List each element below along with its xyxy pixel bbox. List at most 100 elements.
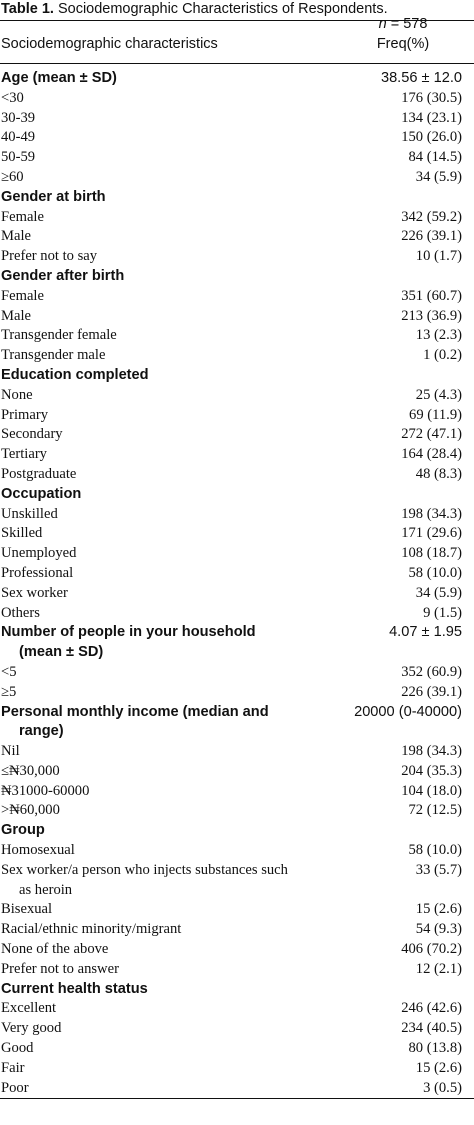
row-label: None — [0, 386, 346, 406]
row-label-text: Skilled — [1, 525, 43, 542]
row-value: 38.56 ± 12.0 — [380, 70, 462, 86]
row-label-text: Unemployed — [1, 545, 77, 562]
row-label-text: 40-49 — [1, 129, 36, 146]
row-label-text: 30-39 — [1, 109, 36, 126]
top-rule — [0, 20, 474, 21]
row-label-text: Education completed — [1, 366, 149, 383]
group-label: Personal monthly income (median and range… — [0, 703, 346, 743]
table-row: Good 80 (13.8) — [0, 1039, 474, 1059]
row-label: ≤₦30,000 — [0, 762, 346, 782]
row-label: Transgender female — [0, 326, 346, 346]
row-value: 171 (29.6) — [401, 525, 462, 542]
row-label-text: Professional — [1, 564, 74, 581]
row-label-text: >₦60,000 — [1, 802, 60, 819]
row-label-text: Unskilled — [1, 505, 58, 522]
row-value: 58 (10.0) — [408, 564, 462, 581]
row-label: 40-49 — [0, 128, 346, 148]
table-row: ≥60 34 (5.9) — [0, 168, 474, 188]
row-label: Prefer not to answer — [0, 960, 346, 980]
row-label: ₦31000-60000 — [0, 782, 346, 802]
row-label-text: Male — [1, 307, 31, 324]
row-label-text: Transgender female — [1, 327, 117, 344]
row-value: 108 (18.7) — [401, 545, 462, 562]
row-value: 33 (5.7) — [415, 861, 462, 878]
table-row: Primary 69 (11.9) — [0, 406, 474, 426]
table-row: Very good 234 (40.5) — [0, 1019, 474, 1039]
row-value: 15 (2.6) — [415, 1059, 462, 1076]
row-label-text: ≥5 — [1, 683, 17, 700]
row-label: Bisexual — [0, 900, 346, 920]
row-value: 351 (60.7) — [401, 287, 462, 304]
table-row: Secondary 272 (47.1) — [0, 425, 474, 445]
table-caption: Table 1. Sociodemographic Characteristic… — [0, 0, 474, 20]
table-row: Sex worker/a person who injects substanc… — [0, 861, 474, 901]
table-row: Male 226 (39.1) — [0, 227, 474, 247]
row-label-text: Prefer not to say — [1, 248, 98, 265]
table-row: Poor 3 (0.5) — [0, 1079, 474, 1099]
row-label: Female — [0, 208, 346, 228]
row-label: ≥60 — [0, 168, 346, 188]
row-value: 3 (0.5) — [423, 1079, 462, 1096]
row-value: 20000 (0-40000) — [354, 703, 462, 720]
table-row: Nil 198 (34.3) — [0, 742, 474, 762]
row-label-text: Tertiary — [1, 446, 47, 463]
row-label-text: Sex worker — [1, 584, 68, 601]
table-body: Age (mean ± SD) 38.56 ± 12.0 <30 176 (30.5)… — [0, 64, 474, 1098]
row-label-text: ≤₦30,000 — [1, 762, 60, 779]
row-value: 13 (2.3) — [415, 327, 462, 344]
row-label-text: Others — [1, 604, 40, 621]
row-value: 15 (2.6) — [415, 901, 462, 918]
row-label: Transgender male — [0, 346, 346, 366]
row-value: 246 (42.6) — [401, 1000, 462, 1017]
table-row: Transgender male 1 (0.2) — [0, 346, 474, 366]
row-value: 352 (60.9) — [401, 663, 462, 680]
table-row: 50-59 84 (14.5) — [0, 148, 474, 168]
row-label: Others — [0, 604, 346, 624]
group-header-row: Education completed — [0, 366, 474, 386]
row-value: 198 (34.3) — [401, 505, 462, 522]
row-label-text: Number of people in your household — [1, 624, 256, 641]
table-row: None 25 (4.3) — [0, 386, 474, 406]
row-label: Nil — [0, 742, 346, 762]
row-label-text: Primary — [1, 406, 49, 423]
table-row: Female 342 (59.2) — [0, 208, 474, 228]
row-label-continuation: (mean ± SD) — [19, 644, 104, 661]
table-row: ≥5 226 (39.1) — [0, 683, 474, 703]
group-label: Number of people in your household (mean … — [0, 623, 346, 663]
row-value: 406 (70.2) — [401, 941, 462, 958]
header-n: n = 578 — [378, 16, 428, 32]
row-value: 272 (47.1) — [401, 426, 462, 443]
row-label: ≥5 — [0, 683, 346, 703]
group-label: Occupation — [0, 485, 346, 505]
group-header-row: Age (mean ± SD) 38.56 ± 12.0 — [0, 69, 474, 89]
row-value: 176 (30.5) — [401, 89, 462, 106]
table-row: ≤₦30,000 204 (35.3) — [0, 762, 474, 782]
row-label: 30-39 — [0, 109, 346, 129]
row-value: 34 (5.9) — [415, 168, 462, 185]
group-label: Education completed — [0, 366, 346, 386]
row-label-text: Homosexual — [1, 842, 75, 859]
row-label: Male — [0, 227, 346, 247]
table-row: Unskilled 198 (34.3) — [0, 505, 474, 525]
group-header-row: Number of people in your household (mean … — [0, 623, 474, 663]
row-label-text: Excellent — [1, 1000, 57, 1017]
row-label-text: Female — [1, 208, 44, 225]
row-label-text: Very good — [1, 1020, 62, 1037]
row-label: <30 — [0, 89, 346, 109]
table-row: Skilled 171 (29.6) — [0, 524, 474, 544]
table-header: Sociodemographic characteristics n = 578… — [0, 16, 474, 63]
group-label: Current health status — [0, 980, 346, 1000]
table-container: Table 1. Sociodemographic Characteristic… — [0, 0, 474, 1100]
table-row: Unemployed 108 (18.7) — [0, 544, 474, 564]
row-label: Sex worker — [0, 584, 346, 604]
row-label-text: Gender after birth — [1, 267, 125, 284]
row-value: 72 (12.5) — [408, 802, 462, 819]
row-label: Poor — [0, 1079, 346, 1099]
row-label-text: Prefer not to answer — [1, 960, 119, 977]
row-label-text: Good — [1, 1040, 34, 1057]
row-label-text: Fair — [1, 1059, 25, 1076]
row-value: 34 (5.9) — [415, 584, 462, 601]
row-label-text: <5 — [1, 663, 17, 680]
group-header-row: Current health status — [0, 980, 474, 1000]
row-label-text: ₦31000-60000 — [1, 782, 90, 799]
